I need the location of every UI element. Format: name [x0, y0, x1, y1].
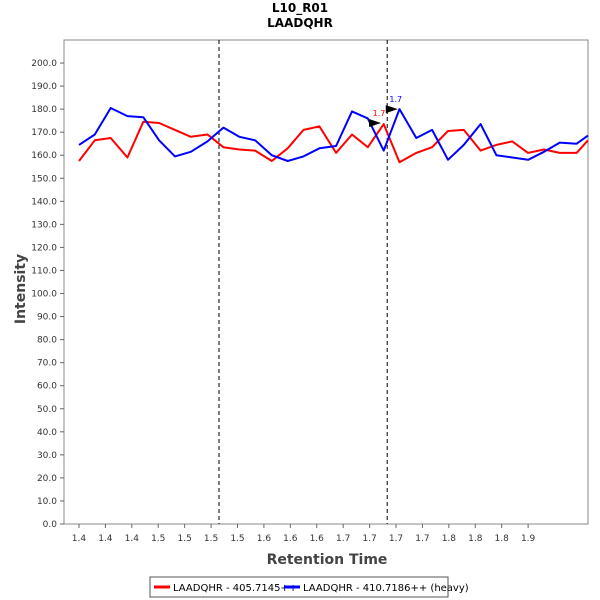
y-tick-label: 80.0 — [37, 336, 57, 346]
y-tick-label: 0.0 — [43, 520, 58, 530]
x-tick-label: 1.8 — [495, 534, 510, 544]
x-tick-label: 1.6 — [310, 534, 325, 544]
retention-window-markers — [218, 40, 388, 524]
y-tick-label: 170.0 — [31, 128, 57, 138]
legend: LAADQHR - 405.7145++ LAADQHR - 410.7186+… — [149, 576, 469, 598]
x-axis-title: Retention Time — [267, 552, 388, 568]
x-tick-label: 1.4 — [72, 534, 87, 544]
y-tick-label: 120.0 — [31, 243, 57, 253]
y-axis: 0.0 10.0 20.0 30.0 40.0 50.0 60.0 70.0 80.0 90.0 1… — [31, 59, 64, 530]
x-tick-label: 1.8 — [468, 534, 483, 544]
y-tick-label: 180.0 — [31, 105, 57, 115]
peak-label: 1.7 — [389, 95, 402, 104]
y-tick-label: 70.0 — [37, 359, 57, 369]
series-line-light — [78, 120, 589, 164]
x-tick-label: 1.9 — [521, 534, 536, 544]
x-tick-label: 1.5 — [177, 534, 191, 544]
legend-label-light: LAADQHR - 405.7145++ — [173, 583, 297, 594]
legend-label-heavy: LAADQHR - 410.7186++ (heavy) — [303, 583, 469, 594]
series-group — [78, 107, 589, 164]
x-tick-label: 1.5 — [151, 534, 165, 544]
x-tick-label: 1.7 — [362, 534, 376, 544]
x-tick-label: 1.4 — [125, 534, 140, 544]
x-tick-label: 1.7 — [336, 534, 350, 544]
y-tick-label: 190.0 — [31, 82, 57, 92]
x-tick-label: 1.5 — [230, 534, 244, 544]
peak-annotations: 1.71.7 — [369, 95, 402, 127]
x-tick-label: 1.6 — [257, 534, 272, 544]
x-tick-label: 1.8 — [442, 534, 457, 544]
y-tick-label: 40.0 — [37, 428, 57, 438]
y-tick-label: 30.0 — [37, 451, 57, 461]
y-tick-label: 130.0 — [31, 220, 57, 230]
y-tick-label: 110.0 — [31, 266, 57, 276]
y-tick-label: 60.0 — [37, 382, 57, 392]
series-line-heavy — [78, 107, 589, 162]
peak-arrow — [369, 118, 382, 127]
x-axis: 1.4 1.4 1.4 1.5 1.5 1.5 1.5 1.6 1.6 1.6 1.7 1.7 1.7 1… — [72, 524, 536, 544]
y-tick-label: 200.0 — [31, 59, 57, 69]
y-tick-label: 50.0 — [37, 405, 57, 415]
y-tick-label: 140.0 — [31, 197, 57, 207]
peak-arrow — [385, 105, 398, 114]
y-tick-label: 10.0 — [37, 497, 57, 507]
y-tick-label: 20.0 — [37, 474, 57, 484]
y-axis-title: Intensity — [13, 254, 29, 324]
y-tick-label: 90.0 — [37, 313, 57, 323]
y-tick-label: 100.0 — [31, 290, 57, 300]
x-tick-label: 1.7 — [389, 534, 403, 544]
x-tick-label: 1.7 — [415, 534, 429, 544]
chart-title: L10_R01 — [272, 1, 328, 16]
y-tick-label: 160.0 — [31, 151, 57, 161]
x-tick-label: 1.5 — [204, 534, 218, 544]
x-tick-label: 1.4 — [98, 534, 113, 544]
plot-area — [63, 39, 589, 525]
peak-label: 1.7 — [373, 109, 386, 118]
y-tick-label: 150.0 — [31, 174, 57, 184]
chart-subtitle: LAADQHR — [267, 16, 333, 30]
x-tick-label: 1.6 — [283, 534, 298, 544]
